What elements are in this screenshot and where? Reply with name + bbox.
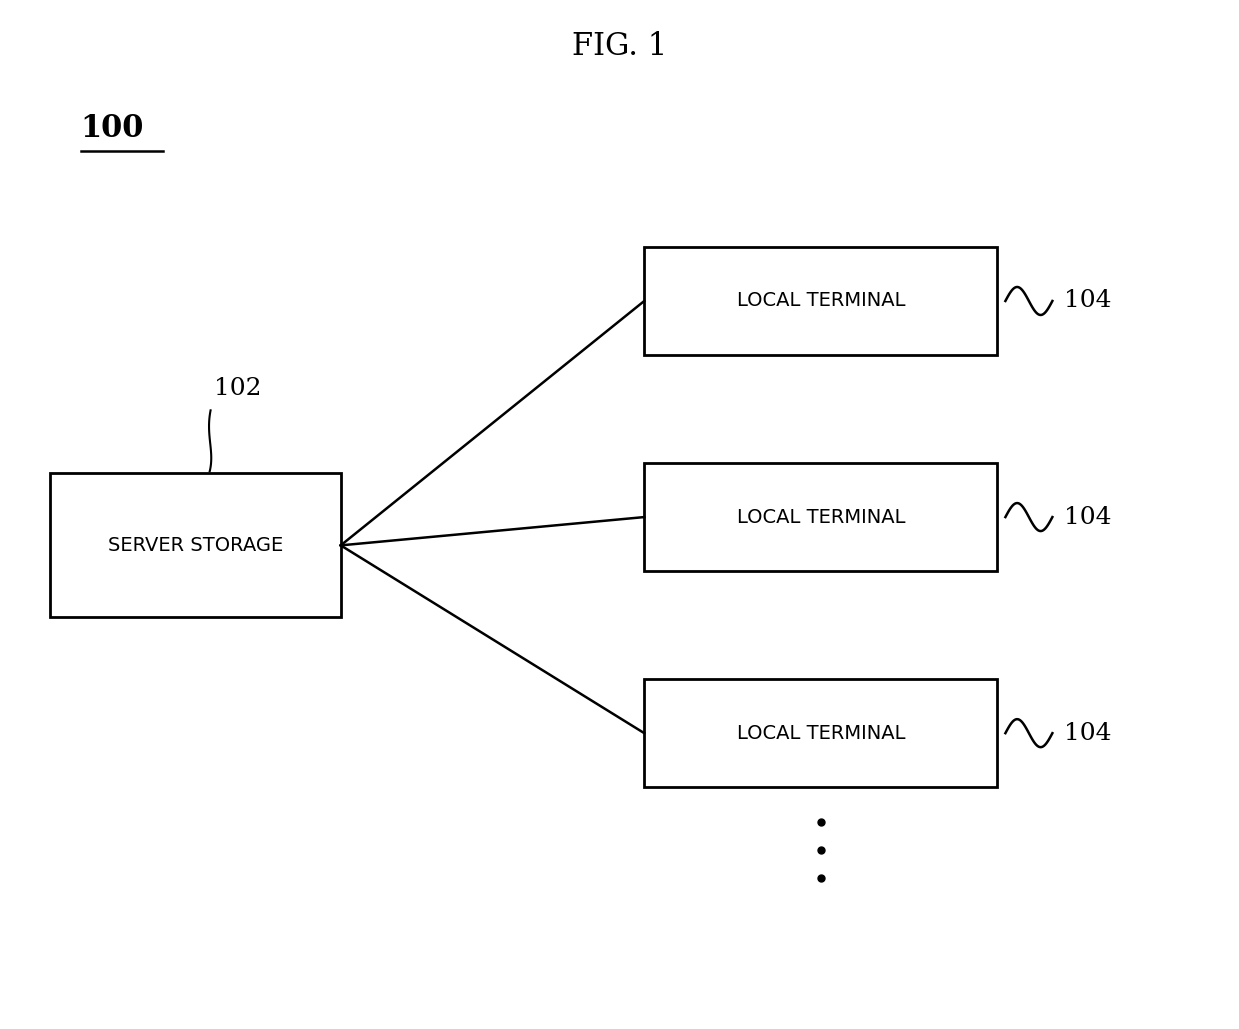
Text: 104: 104 xyxy=(1064,505,1111,529)
Text: LOCAL TERMINAL: LOCAL TERMINAL xyxy=(737,507,904,527)
Text: SERVER STORAGE: SERVER STORAGE xyxy=(108,536,282,555)
Bar xyxy=(644,463,997,571)
Text: 100: 100 xyxy=(81,113,144,144)
Text: 102: 102 xyxy=(213,378,261,400)
Text: FIG. 1: FIG. 1 xyxy=(572,31,667,62)
Text: 104: 104 xyxy=(1064,721,1111,745)
Bar xyxy=(644,679,997,787)
Text: LOCAL TERMINAL: LOCAL TERMINAL xyxy=(737,723,904,743)
Text: 104: 104 xyxy=(1064,289,1111,313)
Bar xyxy=(644,247,997,355)
Bar xyxy=(50,473,341,617)
Text: LOCAL TERMINAL: LOCAL TERMINAL xyxy=(737,291,904,311)
